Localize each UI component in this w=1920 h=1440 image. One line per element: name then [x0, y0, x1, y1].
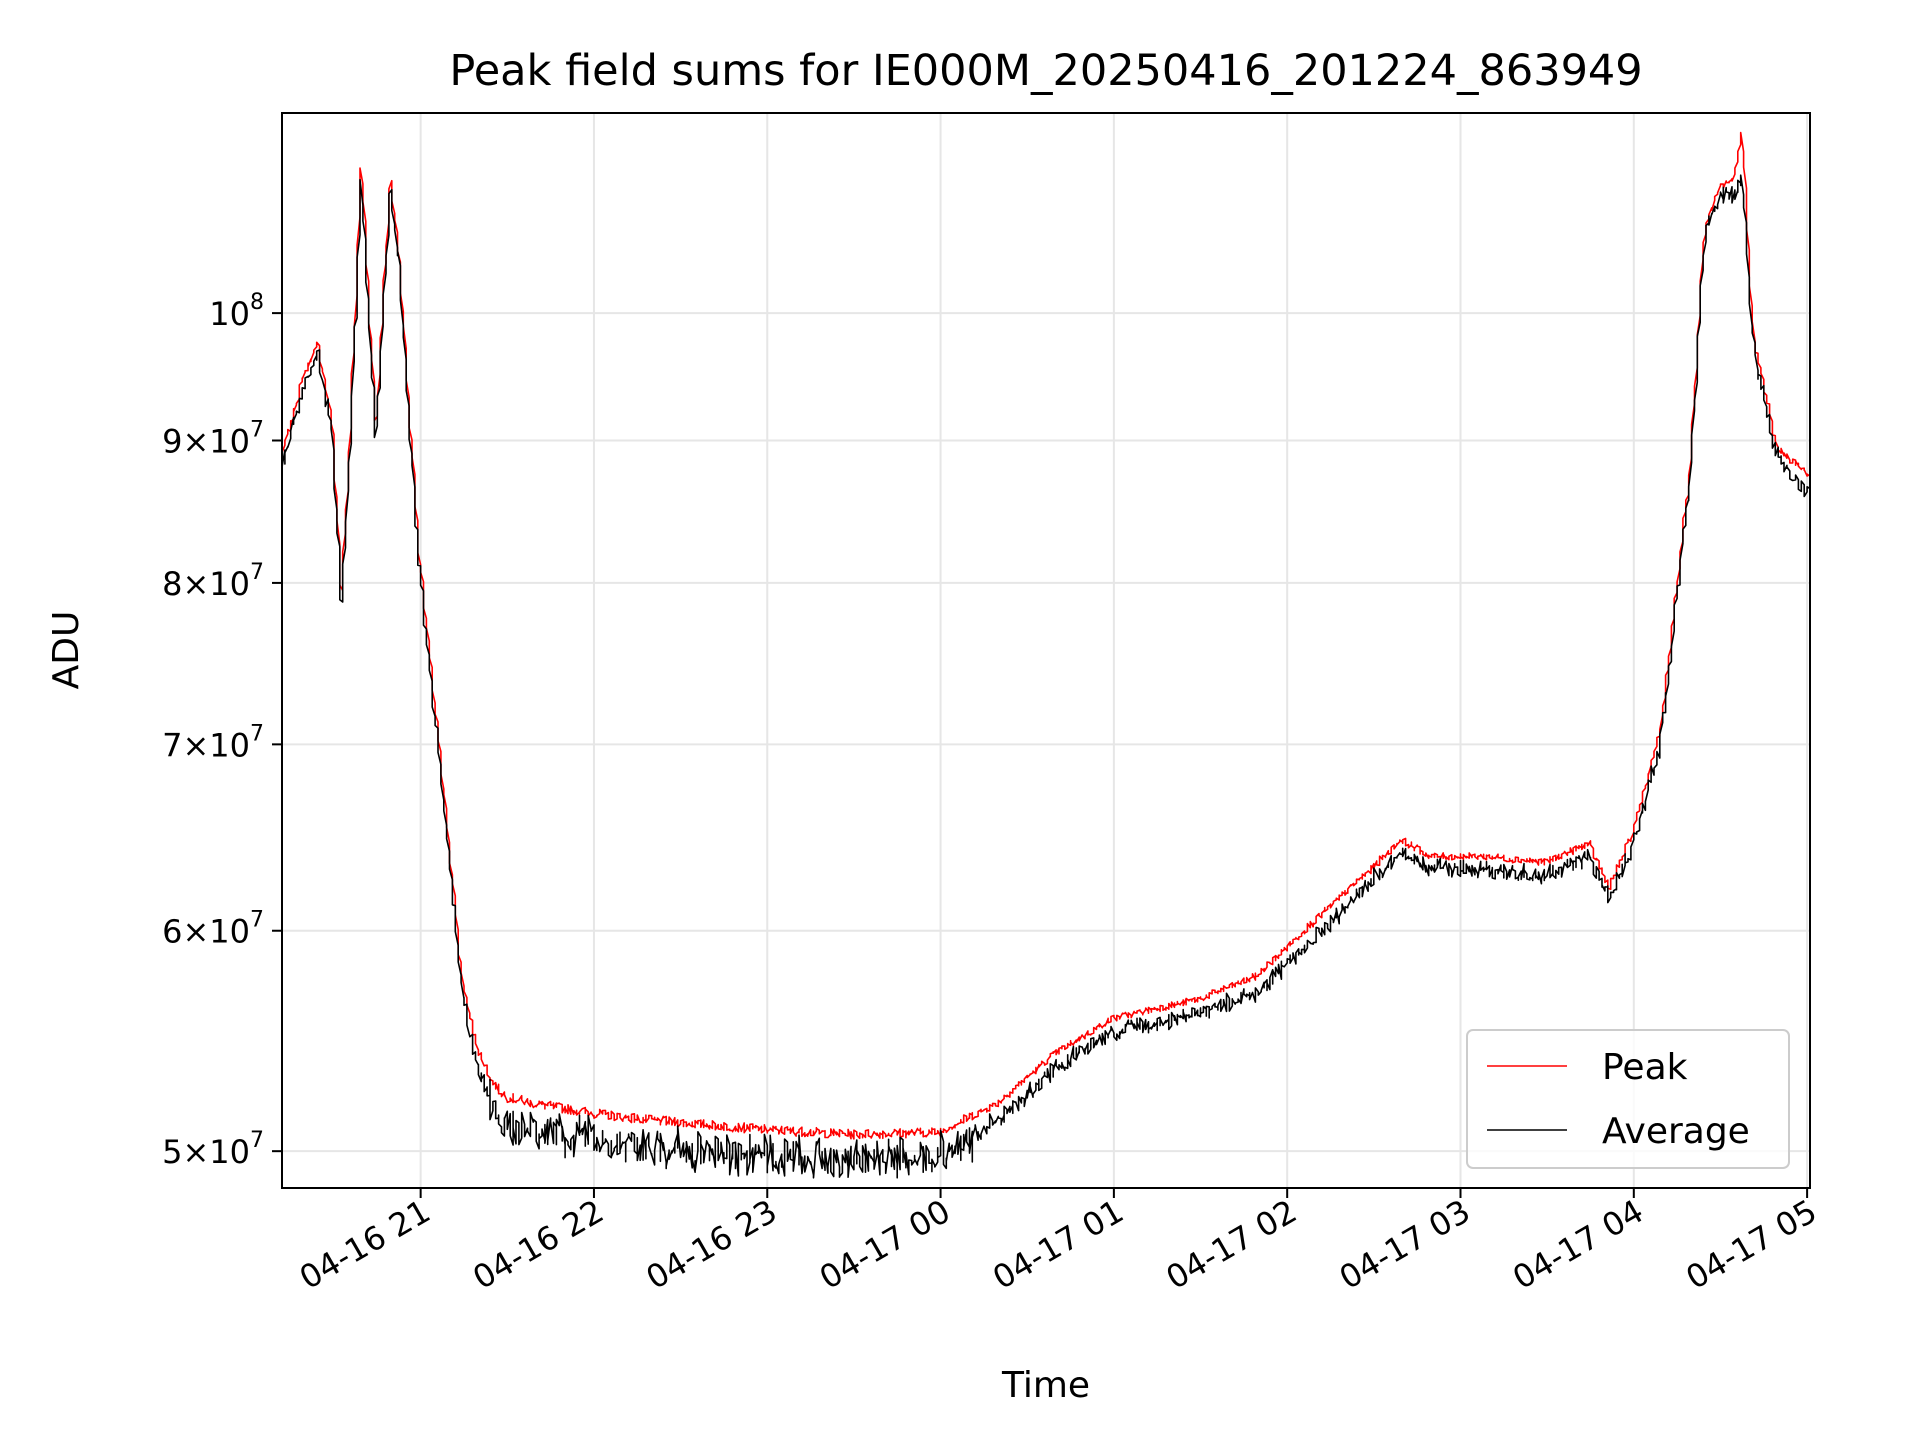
y-tick-base: 8×10	[162, 565, 250, 603]
y-tick-exponent: 7	[250, 1128, 264, 1153]
y-tick-base: 10	[209, 295, 250, 333]
legend: Peak Average	[1466, 1029, 1790, 1169]
series-line-peak	[281, 131, 1811, 1140]
y-tick-exponent: 7	[250, 721, 264, 746]
y-axis-label: ADU	[46, 611, 87, 690]
legend-label-peak: Peak	[1602, 1047, 1688, 1088]
x-axis-label: Time	[1001, 1365, 1090, 1406]
y-tick-base: 6×10	[162, 913, 250, 951]
y-tick-label: 108	[209, 290, 264, 333]
y-tick-label: 9×107	[162, 418, 264, 461]
y-tick-exponent: 7	[250, 908, 264, 933]
legend-label-average: Average	[1602, 1111, 1750, 1152]
y-tick-exponent: 7	[250, 418, 264, 443]
y-tick-label: 7×107	[162, 721, 264, 764]
series-line-average	[281, 174, 1811, 1179]
y-tick-base: 9×10	[162, 423, 250, 461]
y-tick-base: 7×10	[162, 726, 250, 764]
y-tick-base: 5×10	[162, 1133, 250, 1171]
legend-box	[1466, 1029, 1790, 1169]
plot-frame	[281, 112, 1811, 1189]
y-tick-label: 8×107	[162, 560, 264, 603]
y-tick-exponent: 7	[250, 560, 264, 585]
chart-title: Peak field sums for IE000M_20250416_2012…	[449, 46, 1642, 96]
y-tick-label: 5×107	[162, 1128, 264, 1171]
plot-series	[281, 131, 1811, 1179]
y-tick-label: 6×107	[162, 908, 264, 951]
y-tick-exponent: 8	[250, 290, 264, 315]
